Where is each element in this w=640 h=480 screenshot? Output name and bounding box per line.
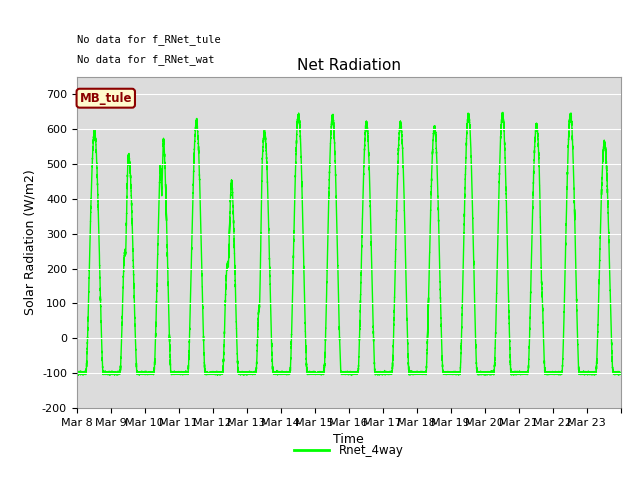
Legend: Rnet_4way: Rnet_4way — [289, 439, 408, 462]
Y-axis label: Solar Radiation (W/m2): Solar Radiation (W/m2) — [24, 169, 36, 315]
X-axis label: Time: Time — [333, 433, 364, 446]
Text: No data for f_RNet_wat: No data for f_RNet_wat — [77, 54, 214, 64]
Text: MB_tule: MB_tule — [79, 92, 132, 105]
Text: No data for f_RNet_tule: No data for f_RNet_tule — [77, 34, 221, 45]
Title: Net Radiation: Net Radiation — [297, 58, 401, 73]
